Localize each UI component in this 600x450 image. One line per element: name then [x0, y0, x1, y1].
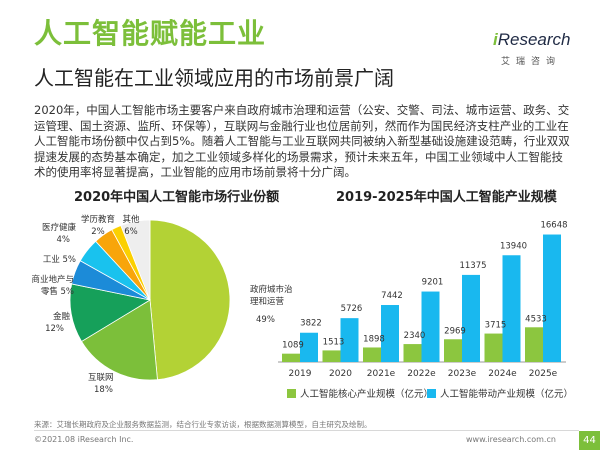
bar-core-value-label: 2969 — [444, 326, 466, 336]
bar-core-value-label: 2340 — [404, 331, 426, 341]
legend-swatch-driven — [427, 388, 436, 398]
pie-value-label: 2% — [91, 227, 105, 237]
bar-driven-value-label: 7442 — [381, 291, 403, 301]
legend-label-driven: 人工智能带动产业规模（亿元） — [440, 389, 574, 400]
brand-logo: iResearch 艾瑞咨询 — [487, 30, 577, 70]
bar-driven-value-label: 9201 — [422, 278, 444, 288]
x-tick-label: 2019 — [289, 369, 312, 379]
pie-chart-title: 2020年中国人工智能市场行业份额 — [74, 190, 280, 205]
legend-item-core: 人工智能核心产业规模（亿元） — [287, 386, 433, 400]
x-tick-label: 2025e — [529, 369, 558, 379]
pie-label-line: 理和运营 — [250, 296, 284, 307]
brand-logo-rest: Research — [497, 30, 571, 49]
page-number: 44 — [579, 431, 600, 450]
x-tick-label: 2021e — [367, 369, 396, 379]
pie-label-line: 互联网 — [88, 373, 114, 383]
x-tick-label: 2022e — [407, 369, 436, 379]
page-title: 人工智能赋能工业 — [34, 17, 267, 50]
bar-driven-value-label: 5726 — [341, 304, 363, 314]
pie-label-line: 工业 5% — [43, 254, 76, 265]
pie-label-line: 政府城市治 — [250, 284, 293, 295]
pie-slice — [149, 219, 231, 381]
bar-core — [363, 347, 381, 362]
pie-label-line: 金融 — [53, 311, 71, 322]
page-subtitle: 人工智能在工业领域应用的市场前景广阔 — [34, 66, 394, 90]
bar-driven — [421, 291, 440, 362]
pie-value-label: 49% — [256, 315, 275, 325]
bar-driven-value-label: 16648 — [540, 221, 567, 231]
pie-label-line: 医疗健康 — [42, 222, 77, 233]
brand-logo-subtitle: 艾瑞咨询 — [501, 57, 562, 67]
pie-value-label: 12% — [45, 324, 64, 334]
bar-driven — [340, 318, 359, 362]
pie-slice — [120, 219, 151, 301]
pie-value-label: 18% — [94, 385, 113, 395]
bar-core-value-label: 1513 — [323, 337, 345, 347]
copyright-text: ©2021.08 iResearch Inc. — [34, 435, 134, 444]
body-paragraph: 2020年，中国人工智能市场主要客户来自政府城市治理和运营（公安、交警、司法、城… — [34, 103, 570, 179]
bar-core — [484, 333, 503, 362]
pie-slice — [69, 283, 152, 342]
legend-swatch-core — [287, 388, 296, 398]
pie-label-line: 零售 5% — [41, 286, 74, 297]
x-tick-label: 2024e — [488, 369, 517, 379]
bar-core-value-label: 3715 — [485, 321, 507, 331]
legend-item-driven: 人工智能带动产业规模（亿元） — [427, 386, 573, 400]
pie-slice — [81, 299, 158, 381]
bar-driven — [300, 332, 318, 362]
bar-core — [444, 339, 462, 362]
pie-label-line: 其他 — [122, 214, 140, 225]
bar-core-value-label: 1089 — [282, 341, 304, 351]
bar-driven-value-label: 13940 — [500, 241, 527, 251]
pie-value-label: 4% — [57, 235, 71, 245]
bar-driven — [462, 274, 480, 362]
brand-logo-text: iResearch — [493, 30, 571, 50]
bar-driven — [502, 255, 521, 362]
legend-label-core: 人工智能核心产业规模（亿元） — [300, 389, 434, 400]
bar-driven — [381, 305, 399, 362]
bar-core-value-label: 4533 — [525, 314, 547, 324]
pie-value-label: 6% — [124, 227, 138, 237]
bar-core — [525, 327, 543, 362]
x-tick-label: 2020 — [329, 369, 352, 379]
bar-driven-value-label: 3822 — [300, 319, 322, 329]
pie-label-line: 商业地产与 — [31, 274, 74, 285]
bar-core-value-label: 1898 — [363, 334, 385, 344]
brand-logo-prefix: i — [493, 30, 498, 49]
bar-core — [322, 350, 341, 362]
bar-driven — [543, 234, 561, 362]
footer-divider — [34, 430, 579, 431]
x-tick-label: 2023e — [448, 369, 477, 379]
bar-core — [282, 353, 300, 362]
bar-chart-title: 2019-2025年中国人工智能产业规模 — [336, 190, 557, 205]
source-note: 来源：艾瑞长期政府及企业服务数据监测，结合行业专家访谈，根据数据测算模型，自主研… — [34, 420, 372, 429]
bar-driven-value-label: 11375 — [459, 261, 486, 271]
pie-label-line: 学历教育 — [81, 214, 115, 225]
bar-core — [403, 344, 422, 362]
website-link[interactable]: www.iresearch.com.cn — [466, 435, 556, 444]
